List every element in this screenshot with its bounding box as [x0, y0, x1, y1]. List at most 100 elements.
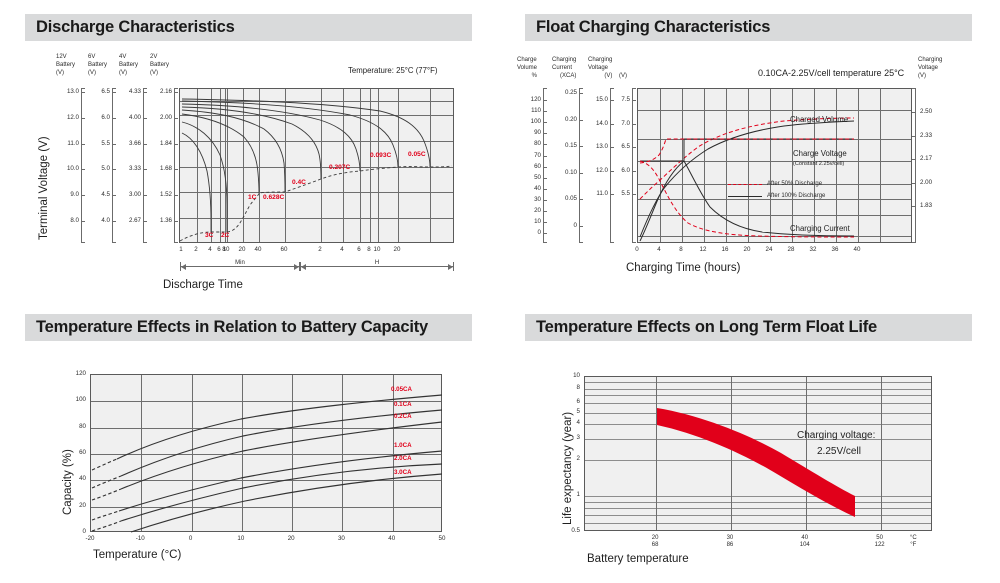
- scale-label-2-2-3: 12.0: [595, 166, 608, 174]
- x-tick-label-2-6: 24: [765, 246, 773, 253]
- section-header-float-life: Temperature Effects on Long Term Float L…: [525, 314, 972, 341]
- scale-label-3-0: 2.16: [159, 87, 172, 95]
- x-tick-label-2-10: 40: [853, 246, 861, 253]
- scale-label-right-0: 2.50: [920, 107, 933, 115]
- scale-label-2-3-4: 5.5: [621, 189, 630, 197]
- scale-tick: [81, 169, 85, 171]
- legend-after-50: After 50% Discharge: [728, 181, 822, 187]
- float-life-band: [657, 408, 855, 517]
- gridline-horizontal: [585, 439, 931, 441]
- x-axis-unit-labels: °C °F: [910, 535, 917, 549]
- gridline-vertical: [656, 377, 658, 530]
- gridline-horizontal: [585, 514, 931, 516]
- scale-label-2-5: 2.67: [128, 216, 141, 224]
- scale-tick-right: [912, 159, 916, 160]
- x-tick-label-2-4: 16: [721, 246, 729, 253]
- scale-label-0-0: 13.0: [66, 87, 79, 95]
- scale-tick: [81, 195, 85, 197]
- x-tick-label-1-3: 6: [217, 246, 221, 253]
- x-tick-label-1-7: 40: [254, 246, 262, 253]
- scale-label-right-4: 1.83: [920, 201, 933, 209]
- scale-label-2-2-0: 15.0: [595, 95, 608, 103]
- gridline-vertical: [360, 89, 361, 242]
- temperature-annotation: Temperature: 25°C (77°F): [348, 66, 438, 75]
- curve-label-3c: 3C: [205, 232, 214, 239]
- gridline-vertical: [321, 89, 322, 242]
- gridline-vertical: [191, 375, 193, 531]
- y-tick-label-4-3: 5: [576, 407, 580, 415]
- gridline-vertical: [378, 89, 379, 242]
- scale-tick-2: [579, 146, 583, 148]
- y-tick-label-4-1: 8: [576, 383, 580, 391]
- curve-label-005c: 0.05C: [408, 151, 426, 158]
- scale-tick: [81, 221, 85, 222]
- gridline-horizontal: [180, 101, 453, 102]
- gridline-vertical: [370, 89, 371, 242]
- x-tick-fahrenheit-2: 104: [799, 542, 810, 548]
- x-tick-label-2-2: 8: [679, 246, 683, 253]
- gridline-vertical: [241, 375, 243, 531]
- x-tick-label-4-1: 30 86: [727, 535, 734, 549]
- gridline-vertical: [227, 89, 228, 242]
- gridline-vertical: [814, 89, 815, 242]
- gridline-horizontal: [638, 199, 911, 200]
- x-tick-fahrenheit-0: 68: [651, 542, 659, 548]
- gridline-horizontal: [585, 403, 931, 405]
- scale-label-3-2: 1.84: [159, 139, 172, 147]
- x-tick-label-3-1: -10: [135, 535, 145, 542]
- gridline-horizontal: [585, 424, 931, 426]
- x-tick-label-1-9: 2: [318, 246, 322, 253]
- y-tick-label-4-4: 4: [576, 419, 580, 427]
- plot-area-discharge: 3C 2C 1C 0.628C 0.4C 0.207C 0.093C 0.05C: [179, 88, 454, 243]
- scale-tick: [174, 117, 178, 119]
- scalebar-voltage-cell: [632, 88, 636, 243]
- plot-area-float-charging: Charged Volume Charge Voltage (Constant …: [637, 88, 912, 243]
- scale-tick: [112, 117, 116, 119]
- x-tick-label-1-13: 10: [373, 246, 381, 253]
- gridline-vertical: [225, 89, 226, 242]
- gridline-vertical: [211, 89, 212, 242]
- scale-label-0-5: 8.0: [70, 216, 79, 224]
- annotation-charging-voltage-line2: 2.25V/cell: [817, 446, 861, 457]
- scale-label-2-0-6: 60: [534, 162, 541, 170]
- scale-tick-2: [543, 122, 547, 124]
- x-tick-label-1-8: 60: [280, 246, 288, 253]
- scale-tick-2: [543, 133, 547, 135]
- gridline-horizontal: [91, 427, 441, 429]
- gridline-vertical: [197, 89, 198, 242]
- legend-swatch-solid: [728, 195, 762, 197]
- label-charge-voltage: Charge Voltage: [793, 149, 847, 158]
- gridline-vertical: [343, 89, 344, 242]
- charging-annotation: 0.10CA-2.25V/cell temperature 25°C: [758, 68, 905, 78]
- scale-tick-right: [912, 112, 916, 113]
- curve-label-0207c: 0.207C: [329, 164, 351, 171]
- scale-tick: [81, 92, 85, 93]
- x-tick-label-1-10: 4: [340, 246, 344, 253]
- scale-label-2-2-1: 14.0: [595, 119, 608, 127]
- gridline-vertical: [292, 375, 294, 531]
- scale-header-charging-voltage: Charging Voltage (V): [588, 57, 613, 79]
- gridline-horizontal: [638, 215, 911, 216]
- scale-tick-2: [543, 177, 547, 179]
- y-tick-label-3-4: 40: [79, 475, 86, 483]
- section-header-discharge: Discharge Characteristics: [25, 14, 472, 41]
- x-tick-label-3-7: 50: [438, 535, 446, 542]
- gridline-vertical: [880, 377, 882, 530]
- scale-label-2-3: 3.33: [128, 165, 141, 173]
- scale-label-2-0-3: 90: [534, 129, 541, 137]
- scalebar-2v: [174, 88, 178, 243]
- y-tick-label-3-6: 0: [82, 527, 86, 535]
- gridline-vertical: [748, 89, 749, 242]
- scale-tick: [143, 221, 147, 222]
- scale-header-charging-current: Charging Current (XCA): [552, 57, 577, 79]
- curve-label-01ca: 0.1CA: [394, 401, 412, 408]
- scale-header-4v: 4V Battery (V): [119, 54, 139, 76]
- scale-tick-2: [579, 199, 583, 201]
- label-charge-voltage-sub: (Constant 2.25v/cell): [793, 161, 845, 167]
- unit-celsius: °C: [909, 535, 917, 541]
- scale-tick-2: [632, 194, 636, 195]
- x-tick-label-1-4: 8: [222, 246, 226, 253]
- x-tick-label-3-0: -20: [85, 535, 95, 542]
- scale-label-1-2: 5.5: [101, 139, 110, 147]
- x-tick-label-2-3: 12: [699, 246, 707, 253]
